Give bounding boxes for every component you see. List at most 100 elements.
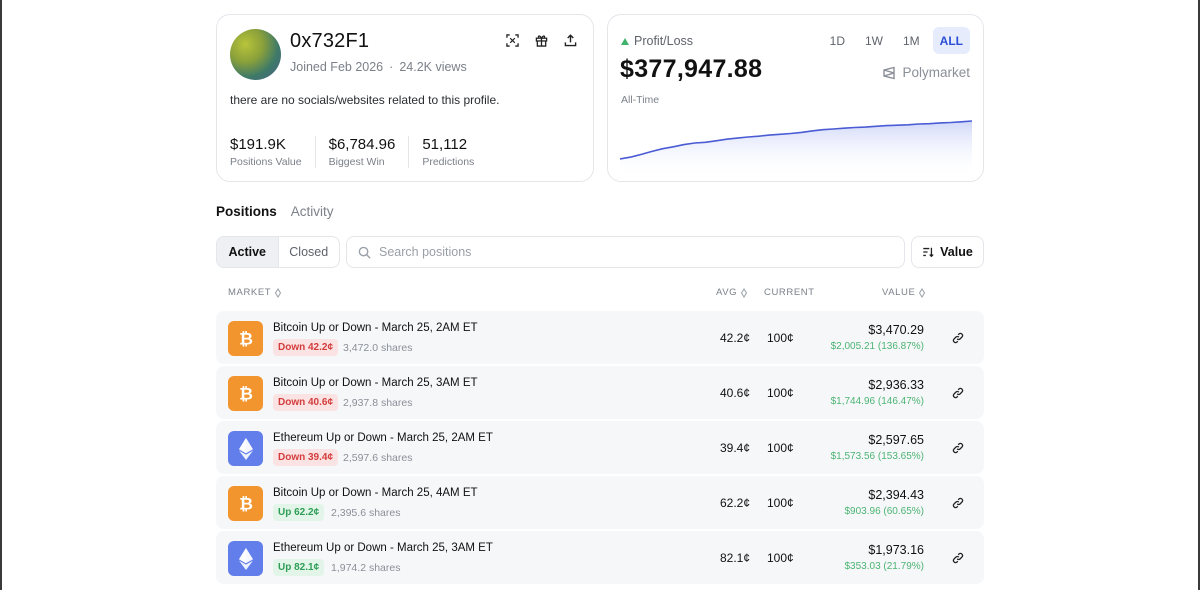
avg-price: 62.2¢ <box>719 496 750 510</box>
current-price: 100¢ <box>767 496 794 510</box>
column-avg-label: AVG <box>716 287 738 298</box>
range-tab-all[interactable]: ALL <box>932 27 970 54</box>
bitcoin-icon: ₿ <box>228 486 263 521</box>
pnl-label: Profit/Loss <box>621 34 693 48</box>
outcome-badge: Down 40.6¢ <box>273 394 339 411</box>
sort-toggle-icon <box>275 287 282 298</box>
market-title[interactable]: Bitcoin Up or Down - March 25, 2AM ET <box>273 322 478 334</box>
svg-text:₿: ₿ <box>239 384 253 404</box>
column-current: CURRENT <box>764 287 815 298</box>
search-input[interactable] <box>379 245 879 259</box>
sort-toggle-icon <box>919 287 926 298</box>
column-market[interactable]: MARKET <box>228 287 282 298</box>
position-gain: $353.03 (21.79%) <box>844 561 924 572</box>
search-box <box>346 236 905 268</box>
link-icon[interactable] <box>952 386 965 399</box>
share-count: 3,472.0 shares <box>343 342 413 354</box>
profile-name: 0x732F1 <box>290 30 370 52</box>
position-value: $1,973.16 <box>868 543 924 557</box>
position-value: $2,394.43 <box>868 488 924 502</box>
column-avg[interactable]: AVG <box>716 287 748 298</box>
profile-card: 0x732F1 Joined Feb 2026 · 24.2K views ther… <box>216 14 594 182</box>
gift-icon[interactable] <box>533 32 550 49</box>
share-count: 2,937.8 shares <box>343 397 413 409</box>
stat-value: $6,784.96 <box>328 136 396 153</box>
window-edge-right <box>1198 0 1200 590</box>
table-row[interactable]: Ethereum Up or Down - March 25, 2AM ET Do… <box>216 421 984 474</box>
window-edge-left <box>0 0 2 590</box>
profile-meta: Joined Feb 2026 · 24.2K views <box>290 60 467 74</box>
bitcoin-icon: ₿ <box>228 376 263 411</box>
active-filter-button[interactable]: Active <box>217 237 279 267</box>
position-gain: $903.96 (60.65%) <box>844 506 924 517</box>
outcome-badge: Down 42.2¢ <box>273 339 339 356</box>
sort-label: Value <box>940 245 973 259</box>
range-tabs: 1D 1W 1M ALL <box>823 27 970 54</box>
avg-price: 39.4¢ <box>719 441 750 455</box>
column-value-label: VALUE <box>882 287 916 298</box>
pnl-value: $377,947.88 <box>620 55 763 83</box>
share-icon[interactable] <box>562 32 579 49</box>
column-value[interactable]: VALUE <box>882 287 926 298</box>
position-value: $2,936.33 <box>868 378 924 392</box>
share-count: 2,597.6 shares <box>343 452 413 464</box>
positions-table: ₿ Bitcoin Up or Down - March 25, 2AM ET Do… <box>216 311 984 586</box>
pnl-period: All-Time <box>621 94 660 106</box>
sort-value-button[interactable]: Value <box>911 236 984 268</box>
profile-stats: $191.9K Positions Value $6,784.96 Bigges… <box>230 136 500 168</box>
current-price: 100¢ <box>767 331 794 345</box>
ethereum-icon <box>228 541 263 576</box>
pnl-label-text: Profit/Loss <box>634 34 694 48</box>
pnl-area <box>620 121 972 177</box>
table-row[interactable]: Ethereum Up or Down - March 25, 3AM ET Up… <box>216 531 984 584</box>
table-row[interactable]: ₿ Bitcoin Up or Down - March 25, 2AM ET Do… <box>216 311 984 364</box>
link-icon[interactable] <box>952 551 965 564</box>
link-icon[interactable] <box>952 331 965 344</box>
table-row[interactable]: ₿ Bitcoin Up or Down - March 25, 3AM ET Do… <box>216 366 984 419</box>
section-tabs: Positions Activity <box>216 204 334 219</box>
market-title[interactable]: Ethereum Up or Down - March 25, 2AM ET <box>273 432 493 444</box>
profile-actions <box>504 32 579 49</box>
polymarket-logo-icon <box>883 66 896 79</box>
svg-text:₿: ₿ <box>239 494 253 514</box>
link-icon[interactable] <box>952 496 965 509</box>
position-gain: $1,744.96 (146.47%) <box>830 396 924 407</box>
stat-predictions: 51,112 Predictions <box>422 136 487 168</box>
profile-bio: there are no socials/websites related to… <box>230 93 500 107</box>
share-count: 2,395.6 shares <box>331 507 401 519</box>
market-title[interactable]: Ethereum Up or Down - March 25, 3AM ET <box>273 542 493 554</box>
range-tab-1m[interactable]: 1M <box>903 33 920 48</box>
tab-activity[interactable]: Activity <box>290 204 334 219</box>
view-count: 24.2K views <box>399 60 467 74</box>
stat-label: Biggest Win <box>328 156 385 168</box>
status-toggle: Active Closed <box>216 236 340 268</box>
sort-toggle-icon <box>741 287 748 298</box>
tab-positions[interactable]: Positions <box>216 204 277 219</box>
scan-icon[interactable] <box>504 32 521 49</box>
pnl-line <box>620 120 972 160</box>
sort-icon <box>923 247 934 258</box>
avatar <box>230 29 281 80</box>
outcome-badge: Down 39.4¢ <box>273 449 339 466</box>
closed-filter-button[interactable]: Closed <box>289 245 329 259</box>
avg-price: 40.6¢ <box>719 386 750 400</box>
joined-date: Joined Feb 2026 <box>290 60 384 74</box>
range-tab-1w[interactable]: 1W <box>865 33 883 48</box>
current-price: 100¢ <box>767 386 794 400</box>
link-icon[interactable] <box>952 441 965 454</box>
position-gain: $1,573.56 (153.65%) <box>830 451 924 462</box>
market-title[interactable]: Bitcoin Up or Down - March 25, 3AM ET <box>273 377 478 389</box>
pnl-sparkline <box>620 120 972 177</box>
column-current-label: CURRENT <box>764 287 815 298</box>
stat-value: 51,112 <box>422 136 468 153</box>
polymarket-brand: Polymarket <box>882 65 970 80</box>
avg-price: 42.2¢ <box>719 331 750 345</box>
market-title[interactable]: Bitcoin Up or Down - March 25, 4AM ET <box>273 487 478 499</box>
meta-separator: · <box>389 60 394 74</box>
range-tab-1d[interactable]: 1D <box>829 33 845 48</box>
share-count: 1,974.2 shares <box>331 562 401 574</box>
current-price: 100¢ <box>767 551 794 565</box>
stat-biggest-win: $6,784.96 Biggest Win <box>329 136 410 168</box>
table-row[interactable]: ₿ Bitcoin Up or Down - March 25, 4AM ET Up… <box>216 476 984 529</box>
outcome-badge: Up 82.1¢ <box>273 559 325 576</box>
